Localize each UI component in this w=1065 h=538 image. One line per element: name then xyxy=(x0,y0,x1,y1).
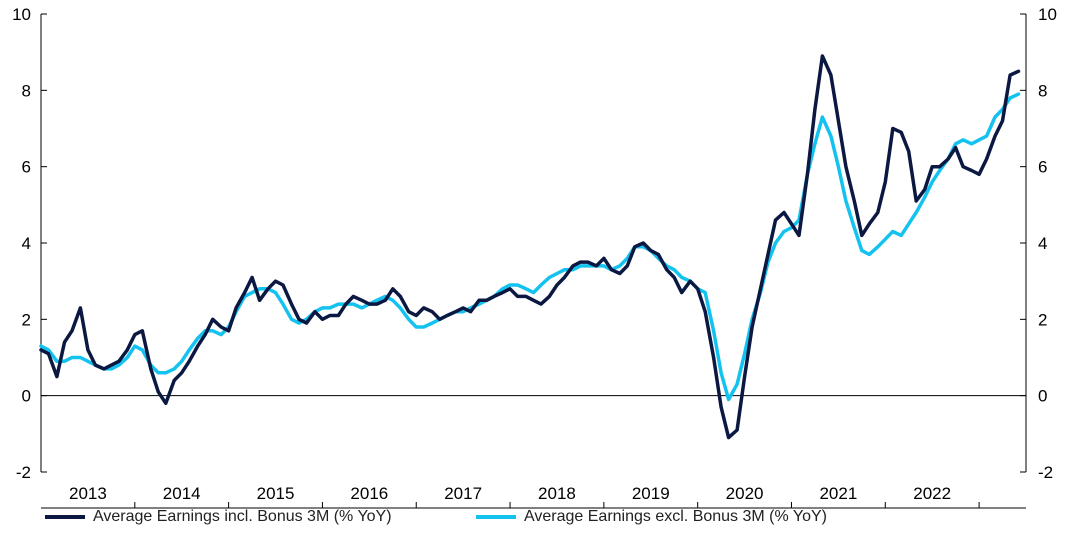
y-tick-label-left: 10 xyxy=(12,5,31,24)
x-tick-label: 2015 xyxy=(257,484,295,503)
y-tick-label-left: 0 xyxy=(22,387,31,406)
legend: Average Earnings incl. Bonus 3M (% YoY) … xyxy=(0,508,1065,538)
y-tick-label-left: 6 xyxy=(22,158,31,177)
x-tick-label: 2019 xyxy=(632,484,670,503)
y-tick-label-right: 4 xyxy=(1038,234,1047,253)
x-tick-label: 2022 xyxy=(913,484,951,503)
x-tick-label: 2020 xyxy=(726,484,764,503)
y-tick-label-right: 8 xyxy=(1038,81,1047,100)
series-line-incl-bonus xyxy=(39,54,1021,440)
y-tick-label-left: 4 xyxy=(22,234,31,253)
legend-item-excl-bonus: Average Earnings excl. Bonus 3M (% YoY) xyxy=(476,508,827,526)
y-tick-label-right: 0 xyxy=(1038,387,1047,406)
x-tick-label: 2013 xyxy=(69,484,107,503)
x-tick-label: 2014 xyxy=(163,484,201,503)
x-tick-label: 2016 xyxy=(350,484,388,503)
y-tick-label-left: -2 xyxy=(16,463,31,482)
y-tick-label-right: 2 xyxy=(1038,310,1047,329)
axes: -2 -2 0 0 2 2 4 4 6 6 8 8 10 10 2013 2014 2015 2016 2017 20… xyxy=(12,5,1057,509)
x-tick-label: 2018 xyxy=(538,484,576,503)
legend-swatch-excl-bonus xyxy=(476,515,516,519)
series-line-excl-bonus xyxy=(39,92,1021,402)
x-tick-label: 2017 xyxy=(444,484,482,503)
y-tick-label-right: -2 xyxy=(1038,463,1053,482)
y-tick-label-right: 10 xyxy=(1038,5,1057,24)
x-tick-label: 2021 xyxy=(819,484,857,503)
legend-swatch-incl-bonus xyxy=(45,515,85,519)
series-group xyxy=(39,54,1021,440)
y-tick-label-left: 2 xyxy=(22,310,31,329)
legend-label-incl-bonus: Average Earnings incl. Bonus 3M (% YoY) xyxy=(93,508,392,525)
legend-label-excl-bonus: Average Earnings excl. Bonus 3M (% YoY) xyxy=(524,508,827,525)
y-tick-label-right: 6 xyxy=(1038,158,1047,177)
legend-item-incl-bonus: Average Earnings incl. Bonus 3M (% YoY) xyxy=(45,508,392,526)
y-tick-label-left: 8 xyxy=(22,81,31,100)
